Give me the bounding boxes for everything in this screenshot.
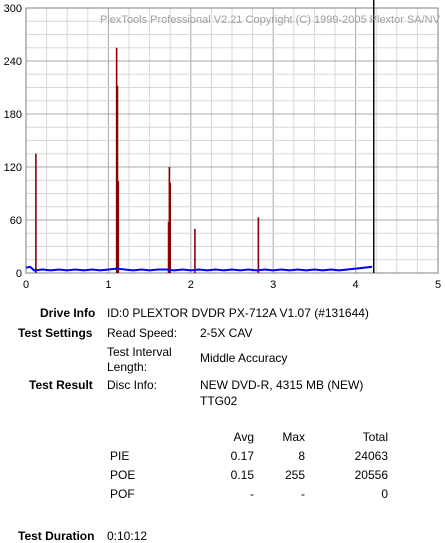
x-tick-label: 0 [23,279,29,291]
row-max: 8 [298,449,305,463]
total-header: Total [362,430,388,444]
row-name: POF [110,487,135,501]
drive-info-value: ID:0 PLEXTOR DVDR PX-712A V1.07 (#131644… [107,306,369,320]
max-header: Max [282,430,305,444]
scan-chart: PlexTools Professional V2.21 Copyright (… [4,0,441,291]
plot-border [25,7,439,274]
row-total: 24063 [354,449,388,463]
test-settings-label: Test Settings [18,326,93,340]
read-speed-value: 2-5X CAV [200,326,253,340]
row-max: - [301,487,305,501]
row-avg: 0.17 [230,449,254,463]
row-name: PIE [110,449,130,463]
drive-info-label: Drive Info [40,306,96,320]
interval-label-line2: Length: [107,360,148,374]
row-avg: 0.15 [230,468,254,482]
row-max: 255 [284,468,305,482]
pie-baseline-line [25,265,373,272]
y-tick-label: 60 [10,215,22,227]
row-total: 20556 [354,468,388,482]
x-tick-label: 5 [435,279,441,291]
row-total: 0 [381,487,388,501]
y-tick-label: 300 [4,3,22,15]
interval-value: Middle Accuracy [200,351,288,365]
disc-info-label: Disc Info: [107,378,158,392]
copyright-watermark: PlexTools Professional V2.21 Copyright (… [100,14,441,26]
row-avg: - [250,487,254,501]
read-speed-label: Read Speed: [107,326,178,340]
poe-spike-series [35,47,260,273]
interval-label-line1: Test Interval [107,345,172,359]
disc-info-line2: TTG02 [200,394,238,408]
disc-info-line1: NEW DVD-R, 4315 MB (NEW) [200,378,364,392]
chart-grid [25,7,439,274]
x-tick-label: 4 [353,279,359,291]
x-tick-label: 1 [105,279,111,291]
y-tick-label: 120 [4,162,22,174]
avg-header: Avg [233,430,254,444]
row-name: POE [110,468,136,482]
test-duration-value: 0:10:12 [107,529,148,543]
test-duration-label: Test Duration [18,529,95,543]
test-result-label: Test Result [29,378,93,392]
x-tick-label: 2 [188,279,194,291]
x-tick-label: 3 [270,279,276,291]
y-tick-label: 240 [4,56,22,68]
y-tick-label: 180 [4,109,22,121]
y-tick-label: 0 [16,268,22,280]
